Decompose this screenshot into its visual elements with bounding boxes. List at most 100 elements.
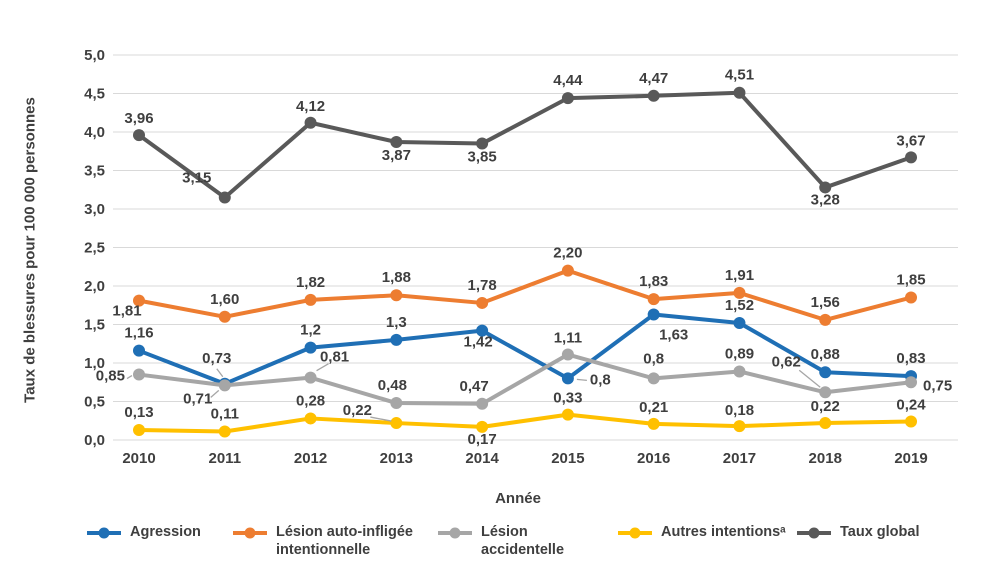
data-point-label: 1,78 <box>468 277 497 294</box>
data-point-marker <box>647 372 660 385</box>
data-point-marker <box>476 420 489 433</box>
data-point-marker <box>390 417 403 430</box>
line-chart-canvas: 0,0 0,5 1,0 1,5 2,0 2,5 3,0 3,5 4,0 4,5 5,0 2010 201… <box>84 47 958 467</box>
data-point-label: 3,28 <box>811 191 840 208</box>
data-point-label: 1,81 <box>112 303 141 320</box>
legend-marker-point <box>244 527 256 539</box>
data-point-marker <box>476 324 489 337</box>
legend-item-agression: Agression <box>87 523 201 541</box>
legend-marker-point <box>98 527 110 539</box>
data-point-marker <box>304 293 317 306</box>
data-point-marker <box>905 291 918 304</box>
data-point-marker <box>133 423 145 436</box>
data-point-label: 0,21 <box>639 399 668 416</box>
data-point-marker <box>733 420 746 433</box>
chart-legend: Agression Lésion auto-infligée intentionn… <box>0 523 1000 571</box>
data-point-marker <box>218 425 231 438</box>
data-point-marker <box>476 137 489 150</box>
data-point-marker <box>390 136 403 149</box>
data-point-label: 3,15 <box>182 169 211 186</box>
legend-label: Agression <box>130 524 201 540</box>
data-point-label: 1,83 <box>639 273 668 290</box>
data-point-marker <box>647 417 660 430</box>
data-point-label: 0,28 <box>296 392 325 409</box>
data-point-label: 1,60 <box>210 291 239 308</box>
data-point-label: 3,96 <box>124 110 153 127</box>
x-tick-label: 2010 <box>122 450 155 467</box>
label-leader-line <box>216 368 224 378</box>
legend-line-marker-icon <box>618 527 652 539</box>
data-point-label: 1,63 <box>659 326 688 343</box>
data-point-label: 1,82 <box>296 274 325 291</box>
label-leader-line <box>370 416 392 422</box>
legend-label: Lésion auto-infligée intentionnelle <box>276 524 413 559</box>
legend-item-autres-intentions: Autres intentionsᵃ <box>618 523 786 541</box>
data-point-marker <box>905 151 918 164</box>
legend-label: Lésion accidentelle <box>481 524 565 559</box>
series-line <box>137 352 914 406</box>
data-point-label: 0,22 <box>811 398 840 415</box>
data-point-marker <box>390 333 403 346</box>
data-point-marker <box>561 408 574 421</box>
data-point-label: 1,2 <box>300 322 321 339</box>
data-point-label: 0,22 <box>343 402 372 419</box>
legend-marker-point <box>449 527 461 539</box>
data-point-label: 0,17 <box>468 431 497 448</box>
data-point-label: 4,47 <box>639 70 668 87</box>
data-point-marker <box>133 294 145 307</box>
y-tick-label: 0,0 <box>84 432 105 449</box>
data-point-label: 1,16 <box>124 325 153 342</box>
data-point-label: 1,11 <box>554 330 582 347</box>
data-point-marker <box>218 191 231 204</box>
y-tick-label: 2,0 <box>84 278 105 295</box>
data-point-marker <box>476 296 489 309</box>
legend-line-marker-icon <box>438 527 472 539</box>
data-point-label: 4,44 <box>553 72 583 89</box>
legend-label: Taux global <box>840 524 920 540</box>
data-point-marker <box>819 386 832 399</box>
legend-item-lesion-auto-infligee: Lésion auto-infligée intentionnelle <box>233 523 434 559</box>
data-point-marker <box>561 348 574 361</box>
data-point-label: 0,83 <box>896 350 925 367</box>
data-point-marker <box>304 371 317 384</box>
data-point-marker <box>561 92 574 105</box>
y-tick-label: 3,5 <box>84 163 105 180</box>
data-point-marker <box>905 376 918 389</box>
data-point-marker <box>390 397 403 410</box>
x-tick-label: 2012 <box>294 450 327 467</box>
data-point-marker <box>476 397 489 410</box>
y-tick-label: 1,0 <box>84 355 105 372</box>
series-line <box>137 412 914 434</box>
y-tick-label: 2,5 <box>84 240 105 257</box>
y-tick-label: 1,5 <box>84 317 105 334</box>
data-point-label: 0,81 <box>320 349 349 366</box>
data-point-marker <box>390 289 403 302</box>
data-point-marker <box>304 116 317 129</box>
data-point-marker <box>647 293 660 306</box>
data-point-label: 3,87 <box>382 147 411 164</box>
data-point-marker <box>647 308 660 321</box>
data-point-marker <box>133 129 145 142</box>
y-tick-label: 5,0 <box>84 47 105 64</box>
data-point-label: 1,91 <box>725 267 754 284</box>
y-tick-label: 0,5 <box>84 394 105 411</box>
data-point-label: 1,52 <box>725 297 754 314</box>
data-point-label: 0,24 <box>896 397 926 414</box>
data-point-label: 4,12 <box>296 98 325 115</box>
data-point-marker <box>561 372 574 385</box>
data-point-label: 1,3 <box>386 314 407 331</box>
legend-item-taux-global: Taux global <box>797 523 920 541</box>
data-point-label: 0,88 <box>811 346 840 363</box>
x-tick-label: 2019 <box>894 450 927 467</box>
data-point-label: 0,48 <box>378 377 407 394</box>
data-point-label: 1,88 <box>382 269 411 286</box>
x-tick-label: 2018 <box>809 450 842 467</box>
data-point-label: 0,11 <box>211 406 239 423</box>
y-tick-label: 4,5 <box>84 86 105 103</box>
series-line <box>137 90 914 200</box>
data-point-label: 1,42 <box>464 334 493 351</box>
data-point-marker <box>133 344 145 357</box>
data-point-label: 1,85 <box>896 272 925 289</box>
data-point-marker <box>561 264 574 277</box>
data-point-marker <box>819 313 832 326</box>
